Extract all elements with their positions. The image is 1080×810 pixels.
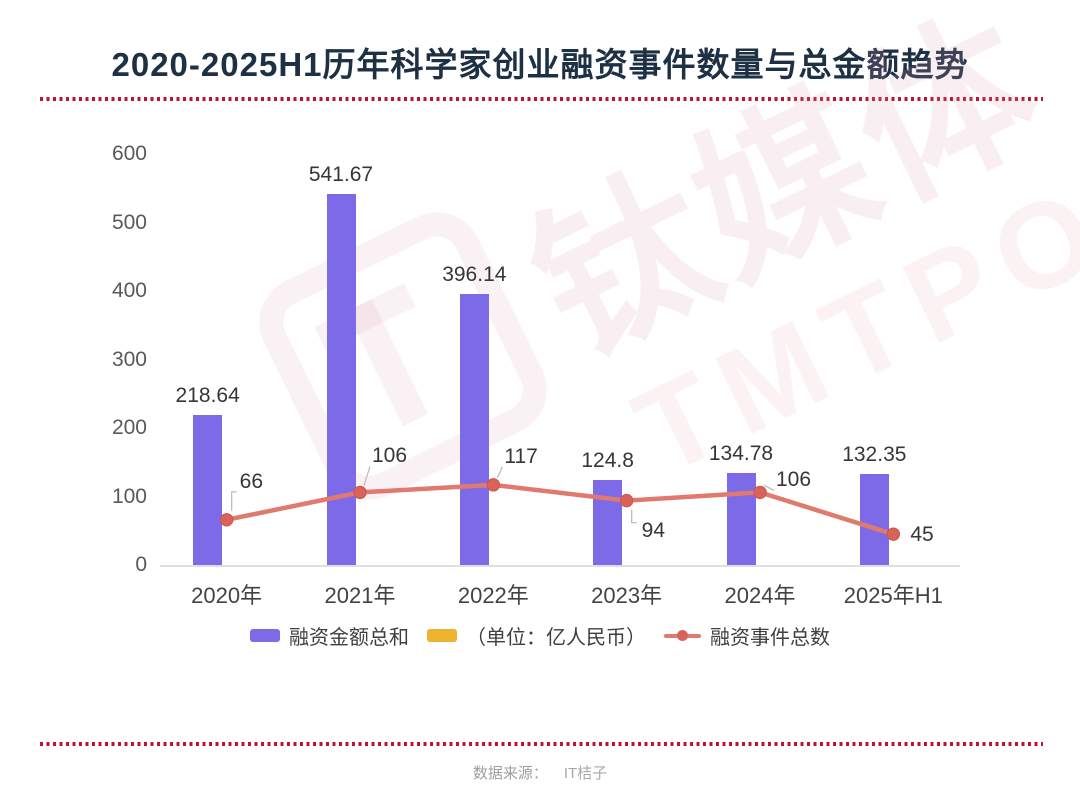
line-data-marker <box>353 485 367 500</box>
line-data-marker <box>619 493 634 508</box>
line-data-marker <box>753 485 767 500</box>
x-axis-tick-label: 2020年 <box>191 583 263 608</box>
line-label-leader <box>231 491 237 511</box>
legend-item-bar-series: 融资金额总和 <box>250 621 409 650</box>
line-series-layer <box>219 466 901 541</box>
bottom-dotted-divider <box>40 742 1043 746</box>
line-series-path <box>224 482 896 537</box>
x-axis-tick-label: 2021年 <box>324 583 396 608</box>
line-label-leader <box>496 466 503 479</box>
legend-unit-label: （单位：亿人民币） <box>466 627 646 649</box>
y-axis-tick-label: 100 <box>111 484 147 508</box>
y-axis-tick-label: 0 <box>135 553 147 576</box>
unit-swatch-icon <box>427 629 457 642</box>
source-value: IT桔子 <box>563 765 608 782</box>
line-value-label: 66 <box>239 469 264 493</box>
line-label-leader <box>763 484 775 491</box>
bar <box>859 474 889 565</box>
y-axis-tick-label: 300 <box>111 347 147 371</box>
y-axis-tick-label: 400 <box>111 279 147 302</box>
data-source-note: 数据来源： IT桔子 <box>0 762 1080 783</box>
line-value-label: 45 <box>910 523 934 547</box>
bar-series-swatch-icon <box>250 629 280 642</box>
legend-item-line-series: 融资事件总数 <box>664 621 830 650</box>
bar <box>593 479 623 565</box>
bar-value-label: 541.67 <box>308 162 374 186</box>
bar <box>726 472 756 565</box>
line-label-leader <box>631 509 637 524</box>
legend-line-label: 融资事件总数 <box>710 627 830 649</box>
combo-chart: 0 100 200 300 400 500 600 218.64 541.67 396.14 124… <box>95 140 985 608</box>
x-axis-tick-label: 2025年H1 <box>843 583 943 608</box>
line-value-label: 106 <box>776 468 812 492</box>
bar <box>326 193 356 565</box>
chart-legend: 融资金额总和 （单位：亿人民币） 融资事件总数 <box>0 621 1080 650</box>
bar-value-label: 396.14 <box>442 262 507 286</box>
x-axis-line <box>160 565 960 567</box>
y-axis-tick-label: 500 <box>111 210 147 234</box>
y-axis-tick-label: 600 <box>111 142 147 165</box>
bar-value-label: 124.8 <box>581 448 634 472</box>
bar-value-label: 132.35 <box>842 443 907 467</box>
source-label: 数据来源： <box>472 765 548 782</box>
line-series-swatch-icon <box>664 630 701 641</box>
x-axis-tick-label: 2024年 <box>724 583 796 608</box>
line-value-label: 117 <box>504 444 538 468</box>
line-data-marker <box>886 527 901 541</box>
legend-bar-label: 融资金额总和 <box>289 627 409 649</box>
legend-item-unit-note: （单位：亿人民币） <box>427 621 646 650</box>
line-data-marker <box>219 513 234 527</box>
bar-value-label: 218.64 <box>175 384 240 408</box>
x-axis-tick-label: 2023年 <box>591 583 663 608</box>
line-data-marker <box>486 478 501 492</box>
bar-value-label: 134.78 <box>708 441 774 465</box>
x-axis-tick-label: 2022年 <box>457 583 529 608</box>
line-value-label: 106 <box>372 444 408 468</box>
page-title: 2020-2025H1历年科学家创业融资事件数量与总金额趋势 <box>111 46 969 83</box>
line-label-leader <box>363 466 371 486</box>
top-dotted-divider <box>40 97 1043 101</box>
bar <box>459 293 489 565</box>
bar <box>193 415 223 565</box>
line-value-label: 94 <box>641 518 666 542</box>
y-axis-tick-label: 200 <box>111 416 147 439</box>
